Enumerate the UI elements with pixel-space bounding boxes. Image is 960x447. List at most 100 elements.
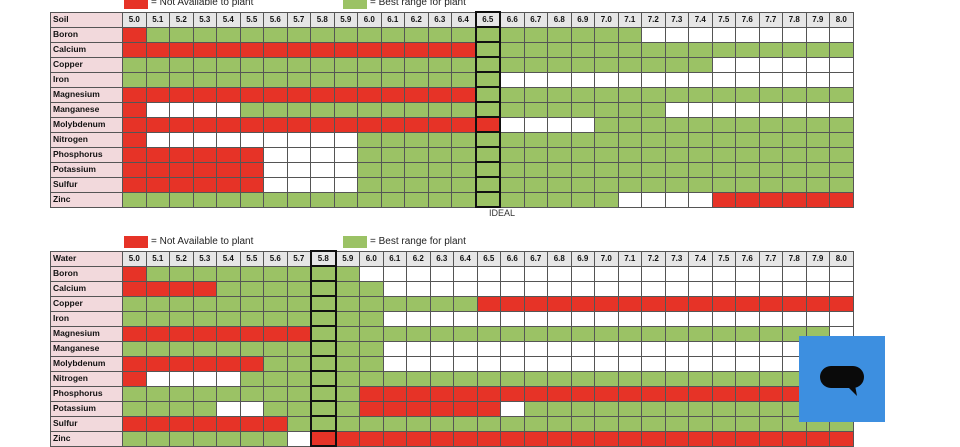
- availability-cell: [805, 26, 830, 43]
- availability-cell: [570, 101, 595, 118]
- availability-cell: [735, 56, 760, 73]
- availability-cell: [310, 71, 335, 88]
- nutrient-label: Molybdenum: [50, 116, 123, 133]
- legend-green-swatch: [343, 236, 367, 248]
- availability-cell: [239, 295, 264, 312]
- availability-cell: [711, 146, 736, 163]
- availability-cell: [122, 265, 147, 282]
- availability-cell: [357, 176, 382, 193]
- availability-cell: [594, 295, 619, 312]
- availability-cell: [335, 295, 360, 312]
- availability-cell: [429, 280, 454, 297]
- availability-cell: [310, 355, 337, 372]
- ph-header-cell: 5.6: [263, 11, 288, 28]
- availability-cell: [547, 191, 572, 208]
- availability-cell: [263, 131, 288, 148]
- availability-cell: [641, 325, 666, 342]
- availability-cell: [688, 26, 713, 43]
- availability-cell: [145, 265, 170, 282]
- availability-cell: [239, 56, 264, 73]
- availability-cell: [735, 131, 760, 148]
- availability-cell: [404, 86, 429, 103]
- nutrient-label: Nitrogen: [50, 370, 123, 387]
- availability-cell: [380, 56, 405, 73]
- availability-cell: [216, 325, 241, 342]
- availability-cell: [499, 101, 525, 118]
- availability-cell: [641, 310, 666, 327]
- availability-cell: [735, 41, 760, 58]
- availability-cell: [451, 146, 476, 163]
- availability-cell: [382, 265, 407, 282]
- availability-cell: [664, 415, 689, 432]
- availability-cell: [406, 325, 431, 342]
- availability-cell: [617, 116, 642, 133]
- availability-cell: [239, 101, 264, 118]
- ph-header-cell: 7.6: [735, 250, 760, 267]
- header-label: Soil: [50, 11, 123, 28]
- availability-cell: [758, 26, 783, 43]
- availability-cell: [310, 86, 335, 103]
- availability-cell: [451, 26, 476, 43]
- availability-cell: [735, 191, 760, 208]
- availability-cell: [239, 280, 264, 297]
- ph-header-cell: 5.0: [122, 11, 147, 28]
- legend-bottom: = Not Available to plant = Best range fo…: [124, 236, 484, 248]
- availability-cell: [122, 310, 147, 327]
- availability-cell: [547, 400, 572, 417]
- availability-cell: [829, 131, 854, 148]
- nutrient-label: Magnesium: [50, 86, 123, 103]
- availability-cell: [239, 385, 264, 402]
- availability-cell: [688, 131, 713, 148]
- availability-cell: [404, 41, 429, 58]
- availability-cell: [451, 101, 476, 118]
- availability-cell: [782, 265, 807, 282]
- availability-cell: [499, 71, 525, 88]
- availability-cell: [451, 71, 476, 88]
- availability-cell: [782, 56, 807, 73]
- availability-cell: [500, 340, 525, 357]
- availability-cell: [382, 310, 407, 327]
- availability-cell: [145, 415, 170, 432]
- availability-cell: [404, 116, 429, 133]
- availability-cell: [192, 325, 217, 342]
- availability-cell: [711, 340, 736, 357]
- availability-cell: [500, 400, 525, 417]
- availability-cell: [735, 101, 760, 118]
- availability-cell: [594, 161, 619, 178]
- availability-cell: [122, 56, 147, 73]
- availability-cell: [499, 131, 525, 148]
- availability-cell: [427, 71, 452, 88]
- availability-cell: [782, 280, 807, 297]
- availability-cell: [192, 101, 217, 118]
- availability-cell: [169, 400, 194, 417]
- availability-cell: [641, 146, 666, 163]
- ideal-label: IDEAL: [489, 208, 516, 218]
- nutrient-row: Calcium: [50, 280, 854, 297]
- availability-cell: [333, 146, 358, 163]
- availability-cell: [453, 325, 478, 342]
- availability-cell: [333, 71, 358, 88]
- chat-button[interactable]: [799, 336, 885, 422]
- availability-cell: [711, 161, 736, 178]
- nutrient-row: Zinc: [50, 430, 854, 447]
- availability-cell: [359, 355, 384, 372]
- availability-cell: [145, 191, 170, 208]
- ph-header-cell: 5.8: [310, 11, 335, 28]
- ph-header-cell: 6.1: [380, 11, 405, 28]
- availability-cell: [404, 71, 429, 88]
- nutrient-label: Iron: [50, 310, 123, 327]
- availability-cell: [476, 280, 501, 297]
- availability-cell: [192, 116, 217, 133]
- availability-cell: [735, 26, 760, 43]
- availability-cell: [310, 116, 335, 133]
- nutrient-label: Manganese: [50, 340, 123, 357]
- nutrient-row: Boron: [50, 265, 854, 282]
- availability-cell: [735, 400, 760, 417]
- availability-cell: [617, 370, 642, 387]
- availability-cell: [333, 26, 358, 43]
- availability-cell: [145, 71, 170, 88]
- availability-cell: [523, 56, 548, 73]
- availability-cell: [547, 161, 572, 178]
- availability-cell: [122, 415, 147, 432]
- availability-cell: [263, 56, 288, 73]
